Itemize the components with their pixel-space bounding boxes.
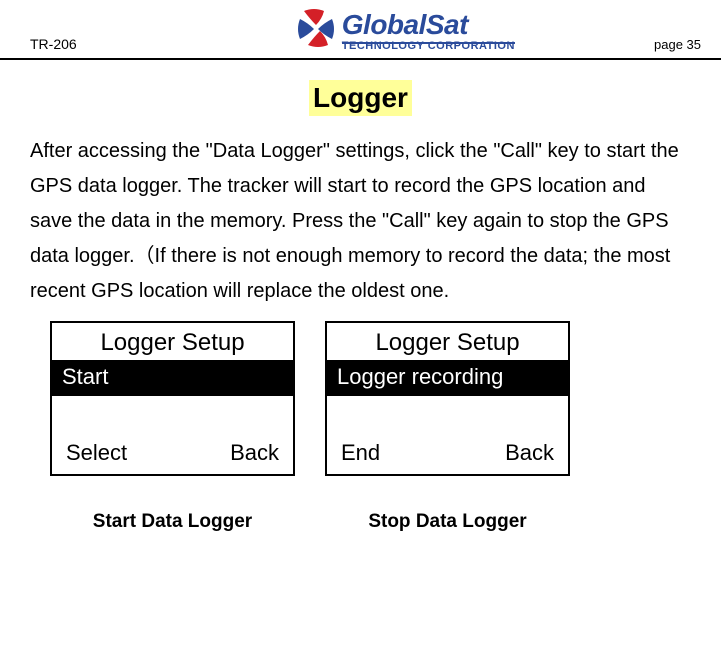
brand-name: GlobalSat bbox=[342, 9, 468, 41]
page-header: TR-206 GlobalSat TECHNOLOGY CORPORATION … bbox=[0, 0, 721, 60]
title-row: Logger bbox=[30, 80, 691, 116]
page-number: page 35 bbox=[654, 37, 701, 54]
body-paragraph: After accessing the "Data Logger" settin… bbox=[30, 134, 691, 309]
screens-row: Logger Setup Start Select Back Logger Se… bbox=[30, 321, 691, 476]
screen-stop: Logger Setup Logger recording End Back bbox=[325, 321, 570, 476]
screen-status: Start bbox=[52, 360, 293, 396]
globalsat-logo-icon bbox=[296, 7, 336, 54]
caption-start: Start Data Logger bbox=[50, 511, 295, 533]
softkey-right: Back bbox=[505, 440, 554, 466]
softkey-left: End bbox=[341, 440, 380, 466]
screen-status: Logger recording bbox=[327, 360, 568, 396]
screen-title: Logger Setup bbox=[327, 323, 568, 360]
softkey-right: Back bbox=[230, 440, 279, 466]
screen-footer: Select Back bbox=[52, 434, 293, 474]
model-label: TR-206 bbox=[30, 36, 77, 54]
brand-logo: GlobalSat TECHNOLOGY CORPORATION bbox=[77, 7, 654, 54]
captions-row: Start Data Logger Stop Data Logger bbox=[30, 511, 691, 533]
screen-body bbox=[52, 396, 293, 434]
caption-stop: Stop Data Logger bbox=[325, 511, 570, 533]
softkey-left: Select bbox=[66, 440, 127, 466]
screen-footer: End Back bbox=[327, 434, 568, 474]
page-title: Logger bbox=[309, 80, 412, 116]
brand-text: GlobalSat TECHNOLOGY CORPORATION bbox=[342, 9, 515, 52]
screen-title: Logger Setup bbox=[52, 323, 293, 360]
screen-body bbox=[327, 396, 568, 434]
page-content: Logger After accessing the "Data Logger"… bbox=[0, 60, 721, 533]
brand-subtitle: TECHNOLOGY CORPORATION bbox=[342, 40, 515, 52]
screen-start: Logger Setup Start Select Back bbox=[50, 321, 295, 476]
